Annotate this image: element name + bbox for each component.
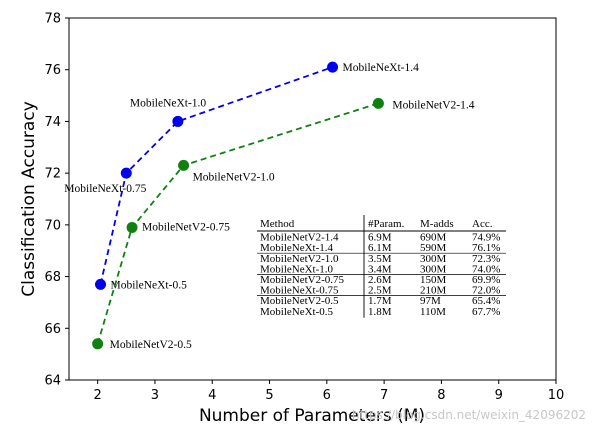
point-label: MobileNeXt-0.75: [64, 183, 146, 195]
x-tick-label: 2: [94, 388, 102, 403]
y-tick-label: 64: [44, 374, 61, 389]
data-point: [372, 97, 384, 109]
table-cell: 300M: [420, 253, 447, 265]
data-point: [120, 167, 132, 179]
x-tick-label: 3: [151, 388, 159, 403]
point-label: MobileNetV2-1.4: [392, 99, 474, 111]
data-point: [126, 221, 138, 233]
table-cell: 1.7M: [368, 295, 392, 307]
y-tick-label: 70: [44, 218, 61, 233]
watermark: https://blog.csdn.net/weixin_42096202: [352, 408, 586, 422]
table-cell: MobileNeXt-1.4: [260, 242, 334, 254]
table-cell: MobileNeXt-0.5: [260, 306, 334, 318]
y-tick-label: 68: [44, 270, 61, 285]
point-label: MobileNeXt-1.0: [130, 97, 207, 109]
table-cell: 300M: [420, 263, 447, 275]
y-tick-label: 66: [44, 322, 61, 337]
table-cell: 6.9M: [368, 232, 392, 244]
comparison-table: Method #Param. M-adds Acc. MobileNetV2-1.4 6.…: [257, 215, 506, 318]
data-point: [178, 159, 190, 171]
x-tick-label: 10: [548, 388, 565, 403]
point-label: MobileNetV2-1.0: [193, 171, 275, 183]
x-tick-label: 4: [208, 388, 216, 403]
y-tick-label: 72: [44, 167, 61, 182]
table-cell: 74.0%: [472, 263, 500, 275]
table-cell: MobileNetV2-1.0: [260, 253, 339, 265]
y-tick-label: 74: [44, 115, 61, 130]
y-axis-ticks: 64 66 68 70 72 74 76 78: [44, 12, 69, 389]
table-cell: 1.8M: [368, 306, 392, 318]
table-header-cell: #Param.: [368, 218, 405, 230]
table-cell: 72.0%: [472, 285, 500, 297]
table-header-cell: M-adds: [420, 218, 454, 230]
x-axis-title: Number of Parameters (M): [199, 406, 425, 426]
table-cell: 3.5M: [368, 253, 392, 265]
table-cell: 69.9%: [472, 274, 500, 286]
x-tick-label: 8: [437, 388, 445, 403]
data-point: [327, 61, 339, 73]
x-tick-label: 5: [265, 388, 273, 403]
series-0: MobileNeXt-0.5 MobileNeXt-0.75 MobileNeXt-…: [64, 61, 420, 291]
table-cell: 110M: [420, 306, 446, 318]
table-cell: 74.9%: [472, 232, 500, 244]
table-cell: 65.4%: [472, 295, 500, 307]
data-point: [172, 115, 184, 127]
table-cell: 72.3%: [472, 253, 500, 265]
x-tick-label: 9: [495, 388, 503, 403]
table-cell: 2.6M: [368, 274, 392, 286]
table-cell: 150M: [420, 274, 447, 286]
table-cell: MobileNeXt-1.0: [260, 263, 334, 275]
table-cell: 2.5M: [368, 285, 392, 297]
table-cell: MobileNetV2-0.75: [260, 274, 345, 286]
table-header-cell: Method: [260, 218, 295, 230]
plot-area: [68, 17, 557, 381]
series-1: MobileNetV2-0.5 MobileNetV2-0.75 MobileNet…: [92, 97, 475, 351]
table-cell: 76.1%: [472, 242, 500, 254]
point-label: MobileNetV2-0.5: [110, 339, 192, 351]
point-label: MobileNeXt-1.4: [343, 62, 420, 74]
data-point: [92, 338, 104, 350]
x-axis-ticks: 2 3 4 5 6 7 8 9 10: [94, 380, 565, 403]
table-cell: 210M: [420, 285, 447, 297]
table-cell: MobileNetV2-0.5: [260, 295, 339, 307]
data-point: [95, 278, 107, 290]
series-layer: MobileNeXt-0.5 MobileNeXt-0.75 MobileNeXt-…: [64, 61, 475, 351]
y-axis-title: Classification Accuracy: [19, 101, 39, 297]
table-cell: 3.4M: [368, 263, 392, 275]
table-cell: MobileNetV2-1.4: [260, 232, 339, 244]
series-line: [99, 66, 333, 285]
table-header-cell: Acc.: [472, 218, 493, 230]
series-line: [96, 102, 379, 345]
x-tick-label: 6: [323, 388, 331, 403]
table-cell: 590M: [420, 242, 447, 254]
y-tick-label: 76: [44, 63, 61, 78]
table-cell: 6.1M: [368, 242, 392, 254]
table-cell: 97M: [420, 295, 441, 307]
point-label: MobileNeXt-0.5: [111, 279, 188, 291]
table-cell: 67.7%: [472, 306, 500, 318]
table-cell: MobileNeXt-0.75: [260, 285, 339, 297]
y-tick-label: 78: [44, 12, 61, 27]
table-cell: 690M: [420, 232, 447, 244]
point-label: MobileNetV2-0.75: [142, 221, 230, 233]
x-tick-label: 7: [380, 388, 388, 403]
